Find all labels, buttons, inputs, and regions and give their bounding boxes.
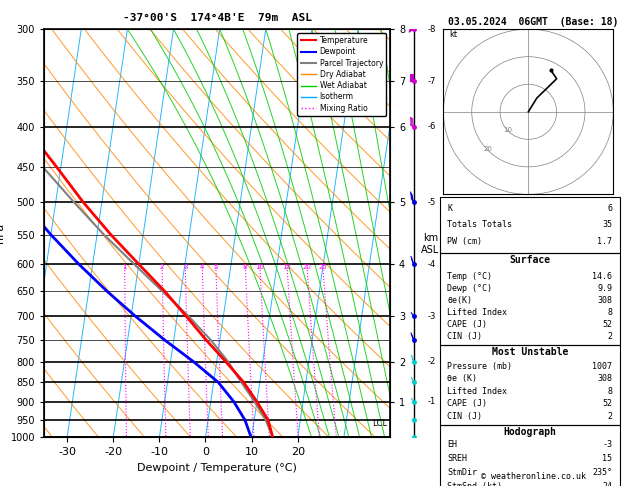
Text: 1007: 1007 [593,362,613,371]
Text: 24: 24 [603,482,613,486]
Text: 2: 2 [608,412,613,421]
Text: -1: -1 [428,397,436,406]
Text: Most Unstable: Most Unstable [492,347,568,358]
Text: Dewp (°C): Dewp (°C) [447,284,493,293]
Text: 235°: 235° [593,468,613,477]
Text: θe (K): θe (K) [447,375,477,383]
Text: 2: 2 [608,332,613,341]
X-axis label: Dewpoint / Temperature (°C): Dewpoint / Temperature (°C) [137,463,297,473]
Text: Lifted Index: Lifted Index [447,308,508,317]
Text: CAPE (J): CAPE (J) [447,399,487,409]
Text: SREH: SREH [447,454,467,463]
Text: 15: 15 [603,454,613,463]
Title: -37°00'S  174°4B'E  79m  ASL: -37°00'S 174°4B'E 79m ASL [123,13,311,23]
Text: -3: -3 [603,440,613,450]
Text: 03.05.2024  06GMT  (Base: 18): 03.05.2024 06GMT (Base: 18) [448,17,618,27]
Text: 8: 8 [608,387,613,396]
Text: StmSpd (kt): StmSpd (kt) [447,482,503,486]
Text: 35: 35 [603,220,613,229]
Text: 4: 4 [200,264,204,270]
Text: Hodograph: Hodograph [503,427,557,437]
Text: 2: 2 [160,264,164,270]
Text: 3: 3 [183,264,187,270]
Text: PW (cm): PW (cm) [447,237,482,246]
Text: 308: 308 [598,296,613,305]
Text: -3: -3 [428,312,436,321]
Text: -7: -7 [428,77,436,86]
Legend: Temperature, Dewpoint, Parcel Trajectory, Dry Adiabat, Wet Adiabat, Isotherm, Mi: Temperature, Dewpoint, Parcel Trajectory… [298,33,386,116]
Text: 15: 15 [282,264,291,270]
Text: -8: -8 [428,25,436,34]
Text: LCL: LCL [372,419,387,428]
Text: 1: 1 [123,264,127,270]
Text: Pressure (mb): Pressure (mb) [447,362,513,371]
Text: 10: 10 [503,127,513,133]
Text: Temp (°C): Temp (°C) [447,272,493,281]
Text: Surface: Surface [509,256,550,265]
Text: 8: 8 [608,308,613,317]
Y-axis label: km
ASL: km ASL [421,233,440,255]
Text: Lifted Index: Lifted Index [447,387,508,396]
Text: -5: -5 [428,198,436,207]
Text: 308: 308 [598,375,613,383]
Text: CIN (J): CIN (J) [447,332,482,341]
Y-axis label: hPa: hPa [0,223,5,243]
Text: EH: EH [447,440,457,450]
Text: 14.6: 14.6 [593,272,613,281]
Text: 1.7: 1.7 [598,237,613,246]
Text: 5: 5 [213,264,218,270]
Text: 6: 6 [608,204,613,213]
Text: 8: 8 [243,264,247,270]
Text: -6: -6 [428,122,436,131]
Text: 20: 20 [483,146,492,153]
Text: CAPE (J): CAPE (J) [447,320,487,329]
Text: StmDir: StmDir [447,468,477,477]
Text: CIN (J): CIN (J) [447,412,482,421]
Text: 52: 52 [603,320,613,329]
Text: 52: 52 [603,399,613,409]
Text: θe(K): θe(K) [447,296,472,305]
Text: © weatheronline.co.uk: © weatheronline.co.uk [481,472,586,481]
Text: -4: -4 [428,260,436,269]
Text: 9.9: 9.9 [598,284,613,293]
Text: Totals Totals: Totals Totals [447,220,513,229]
Text: K: K [447,204,452,213]
Text: 10: 10 [255,264,264,270]
Text: -2: -2 [428,357,436,366]
Text: 20: 20 [303,264,311,270]
Text: 25: 25 [318,264,327,270]
Text: kt: kt [449,31,457,39]
